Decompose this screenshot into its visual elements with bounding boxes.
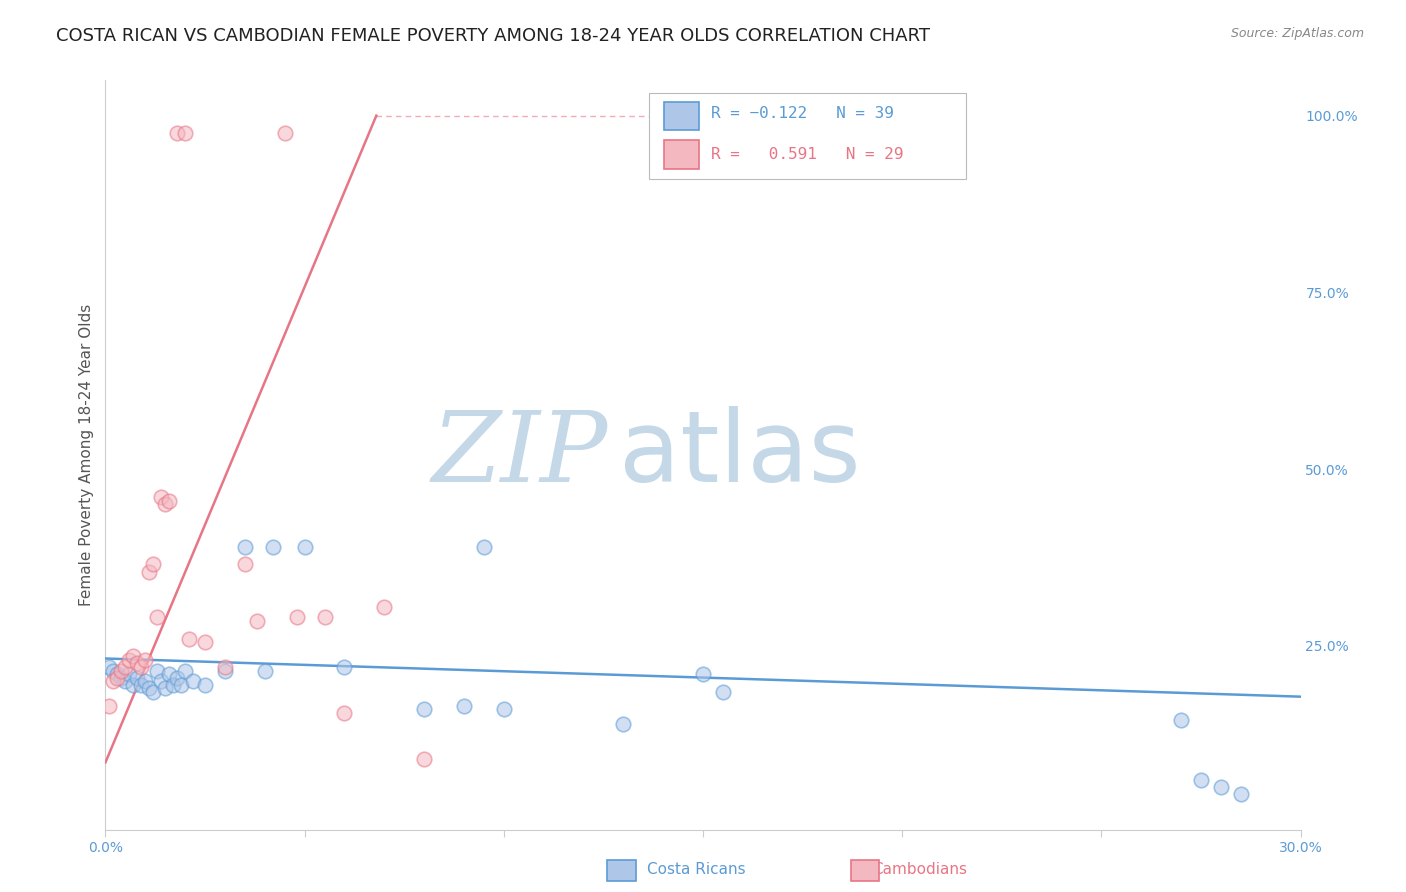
- Point: [253, 664, 276, 678]
- Text: Cambodians: Cambodians: [872, 863, 967, 877]
- Point: [492, 702, 515, 716]
- Point: [107, 671, 129, 685]
- FancyBboxPatch shape: [664, 102, 699, 130]
- Point: [122, 678, 145, 692]
- Point: [110, 671, 132, 685]
- Point: [142, 684, 165, 698]
- Point: [246, 614, 269, 628]
- Point: [170, 678, 193, 692]
- Point: [127, 657, 149, 671]
- Point: [150, 674, 173, 689]
- FancyBboxPatch shape: [650, 93, 966, 179]
- Point: [138, 565, 160, 579]
- Point: [150, 491, 173, 505]
- Point: [314, 610, 336, 624]
- Point: [162, 678, 184, 692]
- Point: [181, 674, 204, 689]
- Point: [146, 664, 169, 678]
- Text: ZIP: ZIP: [432, 408, 607, 502]
- Point: [413, 702, 436, 716]
- Point: [273, 126, 295, 140]
- Y-axis label: Female Poverty Among 18-24 Year Olds: Female Poverty Among 18-24 Year Olds: [79, 304, 94, 606]
- Point: [262, 540, 284, 554]
- Point: [98, 660, 121, 674]
- Point: [129, 678, 153, 692]
- Point: [107, 667, 129, 681]
- Point: [127, 671, 149, 685]
- Text: R =   0.591   N = 29: R = 0.591 N = 29: [711, 147, 904, 162]
- Point: [138, 681, 160, 696]
- Point: [157, 494, 180, 508]
- Point: [294, 540, 316, 554]
- Text: Costa Ricans: Costa Ricans: [647, 863, 745, 877]
- Point: [1170, 713, 1192, 727]
- FancyBboxPatch shape: [664, 140, 699, 169]
- Point: [166, 126, 188, 140]
- Point: [177, 632, 201, 646]
- Point: [214, 664, 236, 678]
- Point: [333, 706, 356, 720]
- Text: Source: ZipAtlas.com: Source: ZipAtlas.com: [1230, 27, 1364, 40]
- Text: atlas: atlas: [619, 407, 860, 503]
- Point: [285, 610, 308, 624]
- Point: [692, 667, 714, 681]
- Point: [194, 678, 217, 692]
- Point: [214, 660, 236, 674]
- Point: [373, 599, 395, 614]
- Point: [146, 610, 169, 624]
- Point: [453, 698, 475, 713]
- Point: [157, 667, 180, 681]
- Point: [194, 635, 217, 649]
- Point: [1189, 773, 1212, 788]
- Point: [472, 540, 495, 554]
- Point: [153, 681, 177, 696]
- Point: [142, 558, 165, 572]
- Point: [612, 716, 634, 731]
- Point: [103, 674, 125, 689]
- Point: [174, 664, 197, 678]
- Point: [98, 698, 121, 713]
- Point: [166, 671, 188, 685]
- Point: [233, 540, 256, 554]
- Point: [129, 660, 153, 674]
- Point: [413, 752, 436, 766]
- Point: [122, 649, 145, 664]
- Point: [134, 653, 156, 667]
- Point: [711, 684, 734, 698]
- Point: [118, 653, 141, 667]
- Point: [114, 660, 136, 674]
- Point: [233, 558, 256, 572]
- Point: [134, 674, 156, 689]
- Point: [103, 664, 125, 678]
- Point: [110, 664, 132, 678]
- Point: [1229, 787, 1251, 801]
- Point: [174, 126, 197, 140]
- Point: [333, 660, 356, 674]
- Text: COSTA RICAN VS CAMBODIAN FEMALE POVERTY AMONG 18-24 YEAR OLDS CORRELATION CHART: COSTA RICAN VS CAMBODIAN FEMALE POVERTY …: [56, 27, 931, 45]
- Point: [1209, 780, 1232, 794]
- Point: [153, 497, 177, 511]
- Text: R = −0.122   N = 39: R = −0.122 N = 39: [711, 106, 894, 120]
- Point: [118, 667, 141, 681]
- Point: [114, 674, 136, 689]
